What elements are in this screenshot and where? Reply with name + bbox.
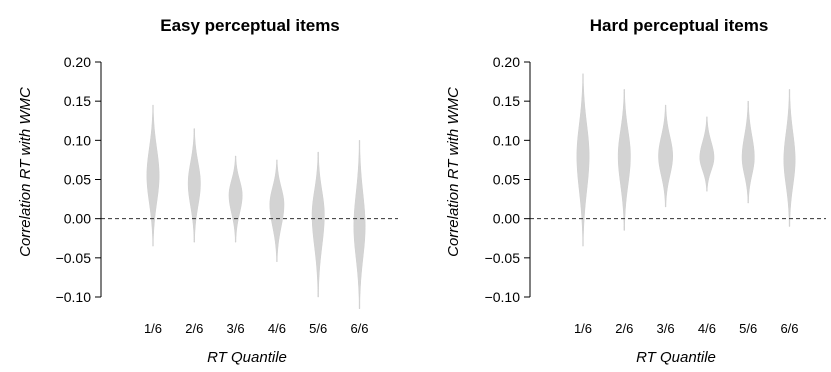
y-tick-label: 0.15 xyxy=(493,93,520,109)
y-tick-label: 0.05 xyxy=(493,172,520,188)
x-tick-label: 3/6 xyxy=(227,321,245,336)
y-axis-label: Correlation RT with WMC xyxy=(445,87,462,257)
y-tick-label: 0.00 xyxy=(493,211,520,227)
violin-1-of-6 xyxy=(576,73,590,247)
x-tick-label: 5/6 xyxy=(739,321,757,336)
violin-2-of-6 xyxy=(187,128,201,243)
x-tick-label: 6/6 xyxy=(350,321,368,336)
y-tick-label: 0.10 xyxy=(64,132,91,148)
x-tick-label: 4/6 xyxy=(698,321,716,336)
y-tick-label: −0.05 xyxy=(56,250,92,266)
y-tick-label: 0.05 xyxy=(64,172,91,188)
panel-easy: Easy perceptual items Correlation RT wit… xyxy=(17,16,398,366)
x-tick-label: 6/6 xyxy=(780,321,798,336)
violin-3-of-6 xyxy=(658,104,673,208)
panel-hard: Hard perceptual items Correlation RT wit… xyxy=(445,16,826,366)
y-axis-label: Correlation RT with WMC xyxy=(17,87,34,257)
y-tick-label: 0.15 xyxy=(64,93,91,109)
x-tick-label: 2/6 xyxy=(615,321,633,336)
x-tick-label: 2/6 xyxy=(185,321,203,336)
y-tick-label: 0.00 xyxy=(64,211,91,227)
violin-4-of-6 xyxy=(699,116,715,192)
x-tick-label: 3/6 xyxy=(657,321,675,336)
chart-title: Easy perceptual items xyxy=(160,16,340,35)
x-tick-label: 5/6 xyxy=(309,321,327,336)
violin-4-of-6 xyxy=(269,159,285,262)
violin-5-of-6 xyxy=(311,151,325,298)
y-tick-label: −0.10 xyxy=(56,289,92,305)
violin-2-of-6 xyxy=(617,89,631,231)
y-tick-label: 0.20 xyxy=(493,54,520,70)
violin-5-of-6 xyxy=(741,100,755,204)
x-tick-label: 1/6 xyxy=(144,321,162,336)
chart-title: Hard perceptual items xyxy=(590,16,769,35)
x-tick-label: 4/6 xyxy=(268,321,286,336)
x-axis-label: RT Quantile xyxy=(207,349,287,366)
y-tick-label: 0.10 xyxy=(493,132,520,148)
violin-3-of-6 xyxy=(228,155,243,243)
x-tick-label: 1/6 xyxy=(574,321,592,336)
y-tick-label: −0.05 xyxy=(485,250,521,266)
y-tick-label: 0.20 xyxy=(64,54,91,70)
x-axis-label: RT Quantile xyxy=(636,349,716,366)
violin-6-of-6 xyxy=(353,140,366,309)
violin-6-of-6 xyxy=(783,89,796,227)
violin-1-of-6 xyxy=(146,104,160,247)
y-tick-label: −0.10 xyxy=(485,289,521,305)
